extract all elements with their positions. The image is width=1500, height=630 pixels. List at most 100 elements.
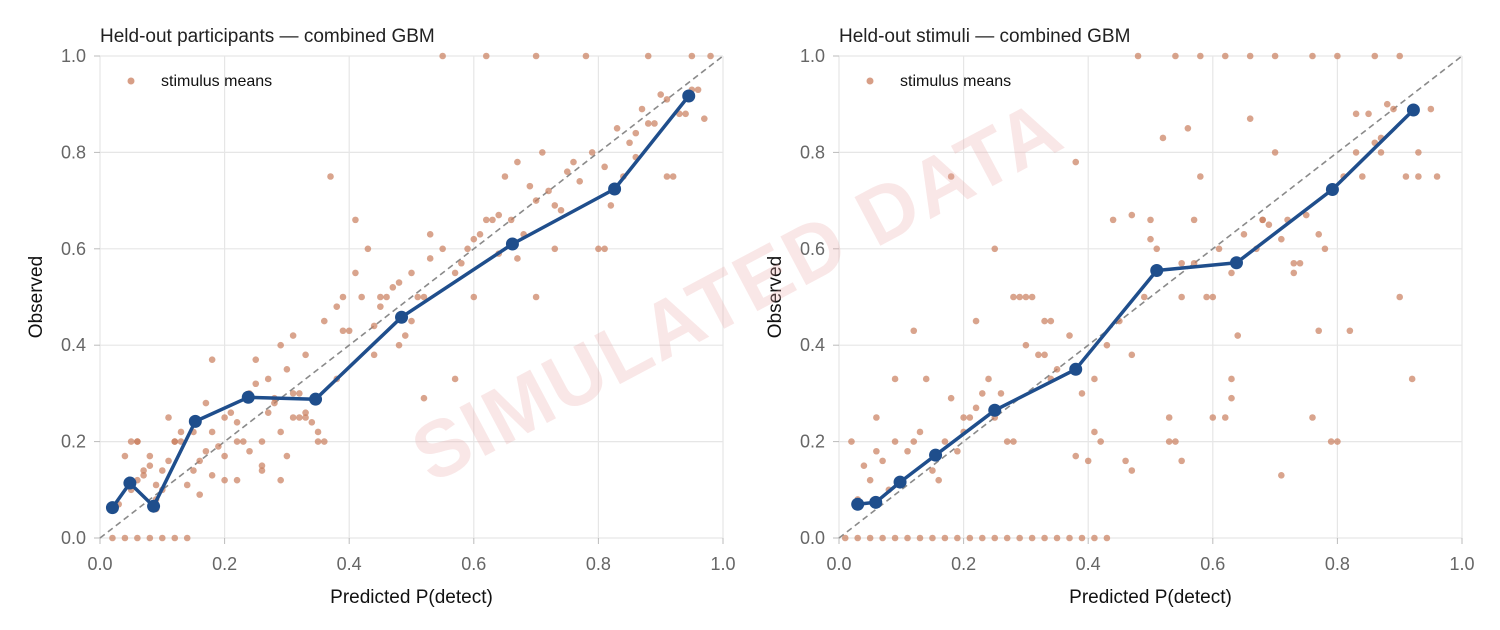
stimulus-mean-point <box>1271 149 1279 156</box>
stimulus-mean-point <box>1128 351 1136 359</box>
stimulus-mean-point <box>1103 534 1111 542</box>
stimulus-mean-point <box>1246 52 1254 60</box>
stimulus-mean-point <box>1003 534 1011 542</box>
stimulus-mean-point <box>1078 534 1086 542</box>
stimulus-mean-point <box>1352 149 1360 156</box>
legend-entry-label: stimulus means <box>900 73 1011 90</box>
stimulus-mean-point <box>1022 293 1030 301</box>
stimulus-mean-point <box>296 390 303 397</box>
stimulus-mean-point <box>401 332 409 339</box>
stimulus-mean-point <box>1315 327 1323 335</box>
panel-held-out-stimuli: 0.0 0.2 0.4 0.6 0.8 1.0 0.0 0.2 0.4 0.6 0.8 1.0 Held… <box>765 26 1475 608</box>
calibration-marker <box>309 392 323 406</box>
stimulus-mean-point <box>613 125 621 132</box>
x-tick-label: 1.0 <box>1449 554 1474 574</box>
stimulus-mean-point <box>1290 259 1298 267</box>
stimulus-mean-point <box>451 269 459 277</box>
stimulus-mean-point <box>370 322 378 330</box>
stimulus-mean-point <box>239 438 247 445</box>
stimulus-mean-point <box>1346 327 1354 335</box>
stimulus-mean-point <box>1178 259 1185 267</box>
stimulus-mean-point <box>966 414 974 421</box>
stimulus-mean-point <box>1383 100 1391 108</box>
stimulus-mean-point <box>146 462 154 470</box>
stimulus-mean-point <box>1147 216 1154 224</box>
stimulus-mean-point <box>626 139 633 147</box>
stimulus-mean-point <box>860 462 868 470</box>
stimulus-mean-point <box>941 438 949 445</box>
calibration-line <box>857 108 1415 507</box>
calibration-marker <box>1069 362 1083 376</box>
stimulus-mean-point <box>1309 52 1316 60</box>
stimulus-mean-point <box>972 404 980 412</box>
stimulus-mean-point <box>1377 149 1385 156</box>
stimulus-mean-point <box>264 409 272 416</box>
stimulus-mean-point <box>233 476 241 484</box>
stimulus-mean-point <box>1084 457 1092 465</box>
stimulus-mean-point <box>464 245 471 253</box>
watermark-text: SIMULATED DATA <box>398 82 1077 499</box>
legend-point-swatch <box>866 77 874 85</box>
stimulus-mean-point <box>1109 216 1117 224</box>
stimulus-mean-point <box>539 149 546 156</box>
stimulus-mean-point <box>507 216 515 224</box>
stimulus-mean-point <box>1078 390 1086 397</box>
stimulus-mean-point <box>140 472 147 479</box>
stimulus-mean-point <box>514 158 521 166</box>
stimulus-mean-point <box>258 438 266 445</box>
stimulus-mean-point <box>202 399 210 407</box>
stimulus-mean-point <box>302 351 309 359</box>
y-tick-label: 0.0 <box>800 528 825 548</box>
stimulus-mean-point <box>954 447 961 455</box>
stimulus-mean-point <box>1134 52 1142 60</box>
stimulus-mean-point <box>978 390 986 397</box>
stimulus-mean-point <box>408 317 415 325</box>
stimulus-mean-point <box>327 173 334 180</box>
stimulus-mean-point <box>1365 110 1372 118</box>
stimulus-mean-point <box>947 394 955 402</box>
stimulus-mean-point <box>545 187 552 195</box>
stimulus-mean-point <box>1016 534 1023 542</box>
stimulus-mean-point <box>1165 438 1173 445</box>
stimulus-mean-point <box>121 534 129 542</box>
legend-point-swatch <box>127 77 135 85</box>
stimulus-mean-point <box>320 317 328 325</box>
x-tick-label: 0.2 <box>951 554 976 574</box>
stimulus-mean-point <box>264 375 272 383</box>
x-tick-label: 0.6 <box>461 554 486 574</box>
stimulus-mean-point <box>1091 428 1098 436</box>
stimulus-mean-point <box>1371 52 1379 60</box>
panel-title: Held-out participants — combined GBM <box>100 26 435 47</box>
stimulus-mean-point <box>841 534 849 542</box>
calibration-marker <box>1150 263 1164 277</box>
stimulus-mean-point <box>358 293 365 301</box>
stimulus-mean-point <box>277 476 284 484</box>
stimulus-mean-point <box>146 534 154 542</box>
stimulus-mean-point <box>1140 293 1148 301</box>
stimulus-mean-point <box>904 534 911 542</box>
stimulus-means-points <box>841 52 1441 542</box>
stimulus-mean-point <box>233 419 241 426</box>
stimulus-mean-point <box>1390 105 1397 113</box>
y-tick-label: 0.0 <box>61 528 86 548</box>
stimulus-mean-point <box>632 129 640 137</box>
stimulus-mean-point <box>1265 221 1273 228</box>
stimulus-mean-point <box>246 447 253 455</box>
stimulus-mean-point <box>482 216 490 224</box>
stimulus-mean-point <box>1197 52 1204 60</box>
stimulus-mean-point <box>551 245 559 253</box>
panel-held-out-participants: 0.0 0.2 0.4 0.6 0.8 1.0 0.0 0.2 0.4 0.6 0.8 1.0 Held… <box>26 26 736 608</box>
calibration-marker <box>147 499 161 513</box>
stimulus-mean-point <box>1415 173 1422 180</box>
stimulus-mean-point <box>873 414 880 421</box>
stimulus-mean-point <box>1408 375 1416 383</box>
stimulus-mean-point <box>1359 173 1366 180</box>
stimulus-mean-point <box>854 534 861 542</box>
stimulus-mean-point <box>1209 293 1217 301</box>
stimulus-mean-point <box>601 163 608 171</box>
stimulus-mean-point <box>638 105 646 113</box>
stimulus-mean-point <box>320 438 328 445</box>
stimulus-mean-point <box>1327 438 1335 445</box>
legend: stimulus means <box>866 73 1011 90</box>
stimulus-mean-point <box>601 245 608 253</box>
